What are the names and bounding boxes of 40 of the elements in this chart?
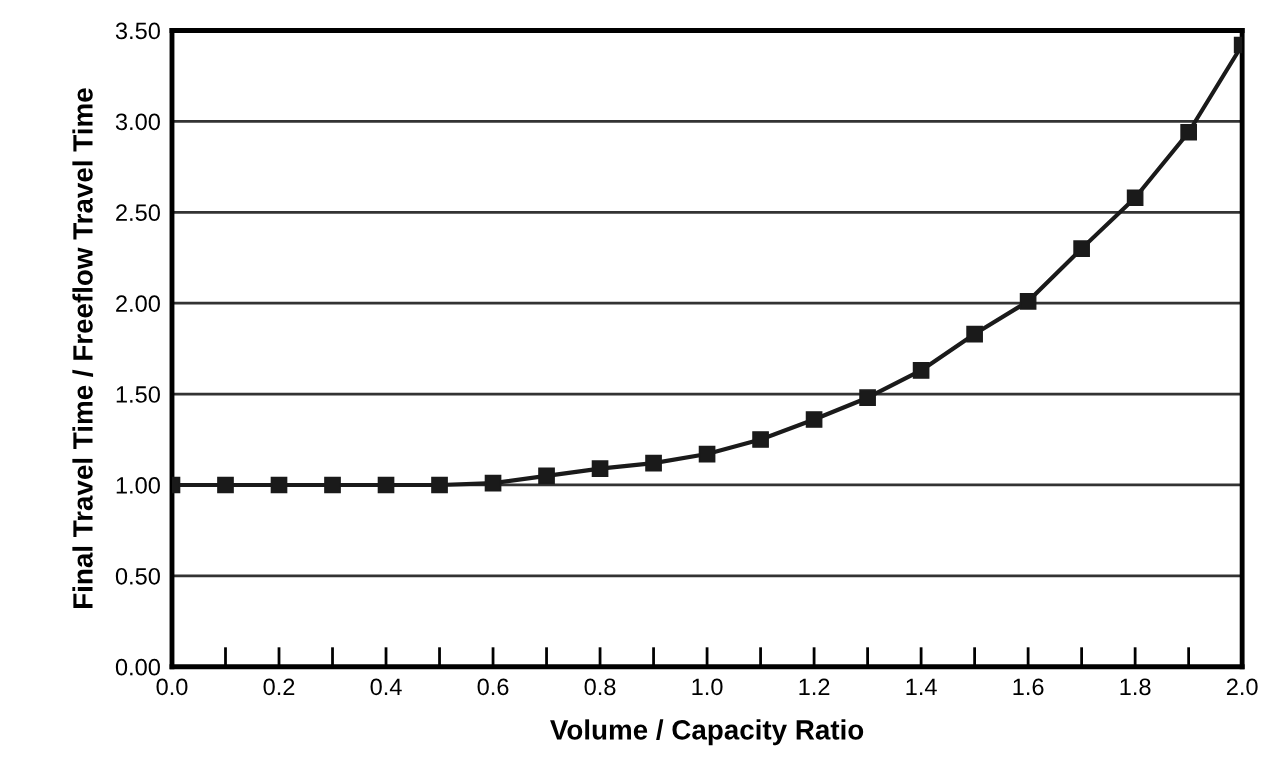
y-tick-label: 2.50 — [116, 204, 160, 222]
x-tick-label: 0.4 — [370, 678, 402, 696]
y-tick-label: 1.00 — [116, 477, 160, 494]
x-axis-title: Volume / Capacity Ratio — [550, 719, 864, 746]
x-tick-label: 1.0 — [692, 678, 723, 696]
point — [591, 460, 609, 477]
point — [805, 411, 823, 428]
point — [645, 454, 662, 472]
x-tick-label: 1.6 — [1013, 678, 1044, 696]
y-tick-label: 2.00 — [116, 295, 160, 312]
point — [1019, 293, 1037, 310]
x-tick-label: 0.0 — [156, 678, 188, 696]
y-tick-label: 3.50 — [115, 22, 160, 40]
y-tick-label: 1.50 — [116, 386, 160, 403]
point — [431, 476, 448, 494]
point — [217, 476, 234, 494]
x-tick-label: 1.2 — [799, 678, 830, 695]
point — [484, 474, 502, 492]
point — [1126, 189, 1144, 207]
point — [698, 445, 716, 463]
point — [377, 476, 395, 494]
x-tick-label: 1.8 — [1120, 678, 1151, 696]
point — [1180, 123, 1197, 141]
x-tick-label: 0.6 — [477, 678, 509, 696]
point — [1073, 240, 1090, 257]
x-tick-label: 2.0 — [1226, 678, 1258, 696]
point — [752, 431, 769, 448]
point — [912, 362, 930, 379]
point — [270, 476, 288, 494]
y-tick-label: 0.50 — [115, 567, 160, 585]
y-tick-label: 3.00 — [115, 113, 160, 131]
y-axis-title: Final Travel Time / Freeflow Travel Time — [72, 88, 94, 608]
point — [324, 476, 341, 494]
x-tick-label: 0.8 — [584, 678, 616, 696]
x-tick-label: 0.2 — [263, 678, 295, 696]
point — [538, 467, 555, 485]
y-tick-label: 0.00 — [115, 658, 160, 676]
point — [966, 325, 983, 343]
point — [859, 389, 876, 407]
x-tick-label: 1.4 — [906, 678, 937, 695]
